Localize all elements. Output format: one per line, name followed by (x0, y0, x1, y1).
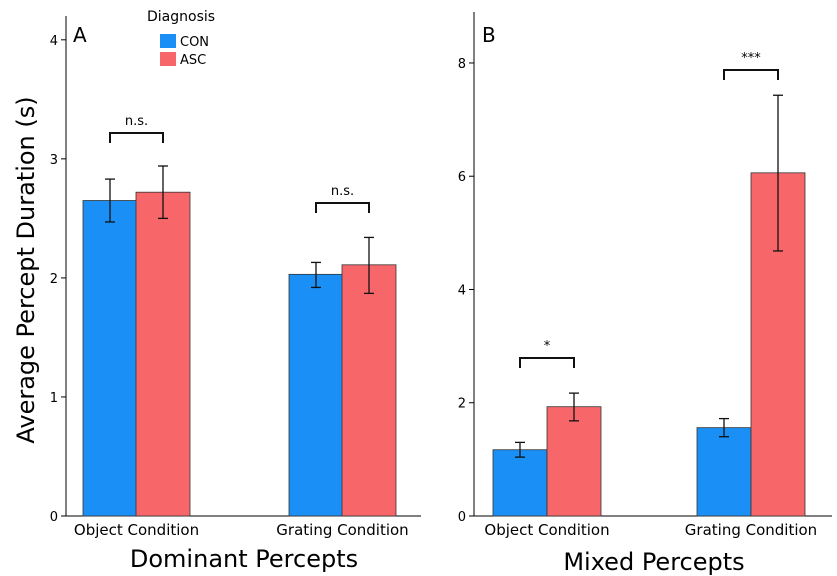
panel-a-y-ticks: 0 1 2 3 4 (50, 34, 66, 525)
y-tick-label: 4 (50, 34, 58, 49)
panel-a: A 0 1 2 3 4 n.s. n.s. Object Condition Grating… (50, 9, 421, 573)
category-label: Grating Condition (276, 521, 408, 539)
y-tick-label: 3 (50, 153, 58, 168)
y-tick-label: 1 (50, 391, 58, 406)
y-tick-label: 8 (458, 57, 466, 72)
y-tick-label: 0 (458, 510, 466, 525)
panel-b-x-axis-label: Mixed Percepts (563, 548, 744, 576)
panel-a-category-labels: Object Condition Grating Condition (74, 521, 409, 539)
significance-bracket (315, 202, 370, 213)
bar-con (82, 200, 138, 517)
y-tick-label: 0 (50, 510, 58, 525)
panel-b-y-ticks: 0 2 4 6 8 (458, 57, 474, 525)
bar-asc (546, 406, 602, 517)
category-label: Object Condition (484, 521, 609, 539)
panel-b-letter: B (482, 23, 496, 47)
legend-label-asc: ASC (180, 53, 206, 68)
legend-swatch-asc (160, 52, 176, 66)
significance-label: * (544, 339, 551, 354)
significance-bracket (109, 132, 164, 143)
y-tick-label: 4 (458, 283, 466, 298)
bar-con (492, 449, 548, 517)
legend-title: Diagnosis (147, 9, 215, 25)
legend-swatch-con (160, 34, 176, 48)
significance-label: n.s. (331, 184, 354, 199)
panel-a-letter: A (73, 23, 87, 47)
y-tick-label: 6 (458, 170, 466, 185)
category-label: Grating Condition (685, 521, 817, 539)
y-tick-label: 2 (50, 272, 58, 287)
legend: Diagnosis CON ASC (147, 9, 215, 68)
y-tick-label: 2 (458, 397, 466, 412)
bar-asc (341, 264, 397, 517)
bar-con (696, 427, 752, 517)
significance-bracket (723, 69, 779, 80)
panel-b-category-labels: Object Condition Grating Condition (484, 521, 817, 539)
legend-label-con: CON (180, 35, 209, 50)
significance-label: *** (741, 51, 761, 66)
significance-bracket (519, 357, 575, 368)
significance-label: n.s. (125, 114, 148, 129)
panel-a-bars: n.s. n.s. (82, 114, 397, 517)
bar-con (288, 273, 344, 517)
y-axis-label: Average Percept Duration (s) (12, 96, 40, 443)
bar-asc (135, 191, 191, 517)
panel-b-bars: **** (492, 51, 806, 517)
category-label: Object Condition (74, 521, 199, 539)
panel-a-x-axis-label: Dominant Percepts (130, 545, 358, 573)
